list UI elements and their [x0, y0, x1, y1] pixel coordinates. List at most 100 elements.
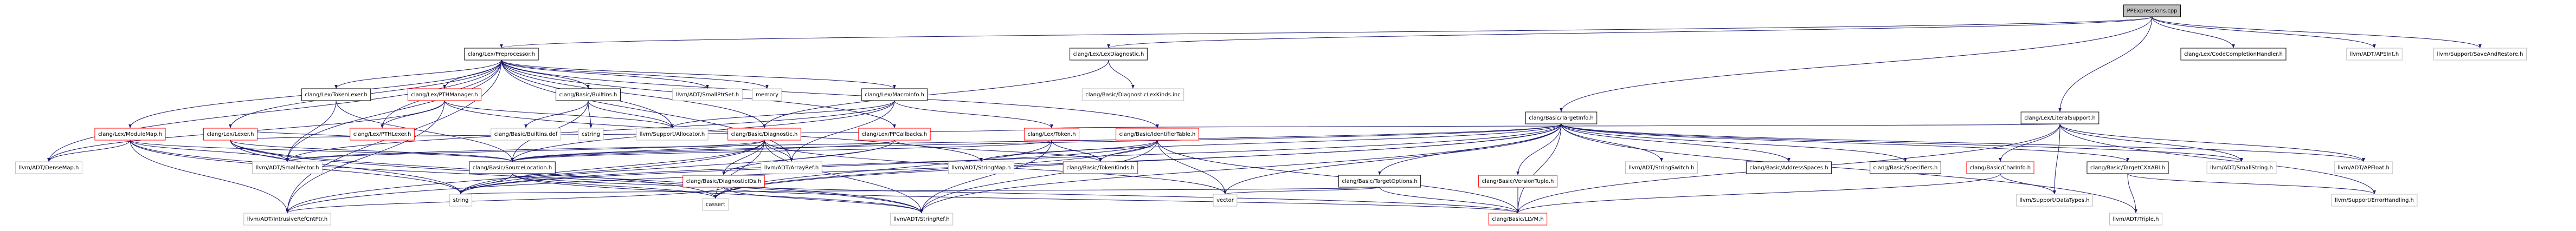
node-label: llvm/ADT/SmallString.h [2210, 165, 2273, 171]
edge [763, 60, 1109, 129]
node-box [1488, 213, 1548, 226]
node-label: clang/Basic/AddressSpaces.h [1749, 165, 1828, 171]
edge [1561, 123, 1663, 162]
edge [1516, 123, 1562, 214]
edge [511, 140, 765, 162]
node-box [1625, 161, 1698, 174]
node-box [2180, 48, 2287, 61]
edge [459, 173, 513, 195]
node-box [94, 128, 166, 141]
node-label: clang/Lex/PTHLexer.h [353, 131, 411, 137]
node-box [1213, 194, 1238, 207]
node-label: llvm/ADT/SmallVector.h [256, 165, 319, 171]
edge [2127, 173, 2376, 195]
edge [920, 140, 1158, 214]
edge [588, 100, 674, 129]
node-label: clang/Lex/Preprocessor.h [468, 51, 535, 57]
node-label: clang/Lex/LiteralSupport.h [2024, 115, 2096, 121]
node-box [2015, 194, 2094, 207]
edge [920, 140, 1052, 214]
node-box [578, 128, 604, 141]
node-box [1023, 128, 1080, 141]
edge [723, 187, 1519, 214]
edge [47, 140, 131, 162]
edge [286, 140, 765, 162]
edge [460, 187, 1380, 195]
edge [588, 100, 593, 129]
node-label: llvm/ADT/SmallPtrSet.h [676, 92, 739, 98]
node-label: llvm/ADT/ArrayRef.h [764, 165, 819, 171]
node-label: clang/Lex/ModuleMap.h [98, 131, 162, 137]
edge [286, 100, 337, 162]
node-box [1746, 161, 1832, 174]
edge [2053, 123, 2060, 195]
edge [130, 140, 289, 214]
node-box [2331, 194, 2418, 207]
node-box [2123, 4, 2181, 17]
node-label: clang/Lex/Token.h [1027, 131, 1076, 137]
node-label: clang/Basic/Builtins.def [494, 131, 558, 137]
node-label: clang/Basic/Specifiers.h [1873, 165, 1938, 171]
edge [1516, 173, 2001, 214]
node-label: llvm/ADT/Triple.h [2113, 216, 2159, 222]
edge [1999, 123, 2060, 162]
edge [894, 100, 1053, 129]
node-box [682, 175, 765, 188]
node-label: clang/Basic/CharInfo.h [1970, 165, 2031, 171]
node-label: llvm/ADT/StringMap.h [951, 165, 1010, 171]
node-box [1062, 161, 1138, 174]
node-label: llvm/Support/SaveAndRestore.h [2437, 51, 2523, 57]
node-box [636, 128, 709, 141]
edge [444, 100, 674, 129]
node-box [301, 88, 371, 101]
edge [512, 173, 1519, 214]
node-label: cstring [582, 131, 600, 137]
edge [2152, 16, 2235, 49]
edge [501, 60, 766, 129]
edge [47, 60, 502, 162]
edge [1157, 140, 1227, 195]
edge [286, 100, 445, 214]
edge [2000, 173, 2056, 195]
edge [714, 140, 765, 199]
node-label: clang/Basic/Builtins.h [559, 92, 617, 98]
node-label: llvm/ADT/APFloat.h [2337, 165, 2390, 171]
edge [1223, 187, 1380, 195]
node-label: clang/Basic/TargetCXXABI.h [2090, 165, 2165, 171]
node-label: string [453, 197, 469, 203]
edge [723, 187, 923, 214]
node-box [2206, 161, 2277, 174]
node-box [861, 88, 928, 101]
node-label: clang/Lex/PPCallbacks.h [862, 131, 927, 137]
node-box [252, 161, 323, 174]
node-box [2109, 213, 2162, 226]
node-label: clang/Basic/DiagnosticIDs.h [686, 179, 762, 184]
node-label: clang/Lex/Lexer.h [207, 131, 254, 137]
node-box [407, 88, 482, 101]
node-label: clang/Lex/CodeCompletionHandler.h [2184, 51, 2283, 57]
node-label: llvm/ADT/IntrusiveRefCntPtr.h [247, 216, 327, 222]
node-label: llvm/ADT/StringRef.h [893, 216, 949, 222]
node-label: llvm/Support/DataTypes.h [2019, 197, 2089, 203]
node-box [761, 161, 822, 174]
edge [2059, 123, 2376, 195]
edge [1561, 123, 2243, 162]
edge [1157, 140, 1519, 214]
node-box [464, 48, 539, 61]
node-label: llvm/ADT/APSInt.h [2350, 51, 2399, 57]
node-box [948, 161, 1015, 174]
edge [2127, 173, 2137, 214]
edge [501, 60, 896, 89]
node-label: PPExpressions.cpp [2127, 8, 2178, 14]
node-box [469, 161, 556, 174]
node-label: clang/Basic/TargetOptions.h [1342, 179, 1417, 184]
node-box [2433, 48, 2527, 61]
edge [501, 60, 709, 89]
nodes: PPExpressions.cpp clang/Lex/Preprocessor.… [15, 4, 2527, 226]
edge [894, 140, 1102, 162]
node-box [15, 161, 82, 174]
node-box [2086, 161, 2169, 174]
edge [512, 173, 923, 214]
node-box [556, 88, 621, 101]
node-box [243, 213, 331, 226]
